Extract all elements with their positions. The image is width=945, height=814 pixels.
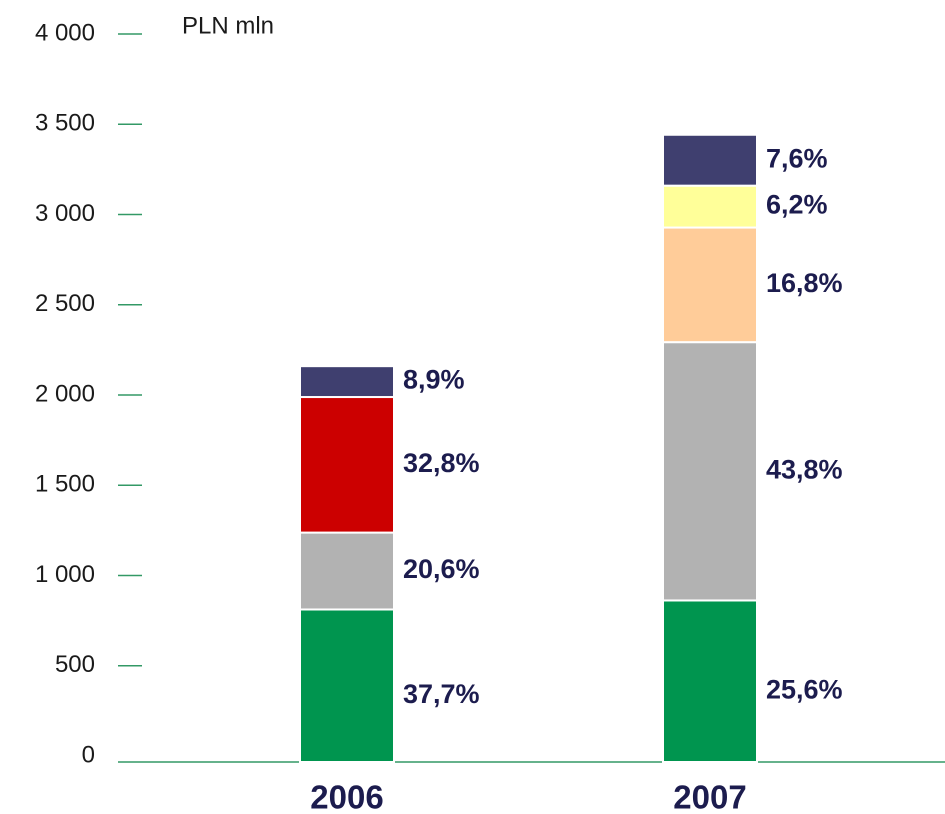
bar-segment (299, 608, 395, 763)
y-tick-label: 2 000 (35, 380, 95, 407)
y-tick-label: 0 (82, 741, 95, 768)
y-tick-label: 4 000 (35, 19, 95, 46)
x-tick-label: 2006 (310, 779, 383, 814)
y-tick-label: 2 500 (35, 290, 95, 317)
y-tick-label: 1 000 (35, 561, 95, 588)
x-tick-label: 2007 (673, 779, 746, 814)
percent-label: 7,6% (766, 143, 828, 173)
bar-segment (299, 365, 395, 399)
percent-label: 32,8% (403, 448, 480, 478)
bar-segment (662, 226, 758, 344)
bar-segment (662, 599, 758, 764)
bar-segment (299, 531, 395, 611)
percent-label: 16,8% (766, 268, 843, 298)
y-tick-label: 1 500 (35, 471, 95, 498)
percent-label: 37,7% (403, 679, 480, 709)
bar-segment (662, 341, 758, 602)
bar-segment (299, 396, 395, 534)
percent-label: 43,8% (766, 454, 843, 484)
percent-label: 6,2% (766, 190, 828, 220)
percent-label: 20,6% (403, 554, 480, 584)
y-tick-label: 500 (55, 651, 95, 678)
y-tick-label: 3 000 (35, 200, 95, 227)
percent-label: 8,9% (403, 365, 465, 395)
y-tick-label: 3 500 (35, 110, 95, 137)
bar-segment (662, 133, 758, 187)
unit-label: PLN mln (182, 12, 274, 39)
bar-segment (662, 184, 758, 229)
percent-label: 25,6% (766, 674, 843, 704)
